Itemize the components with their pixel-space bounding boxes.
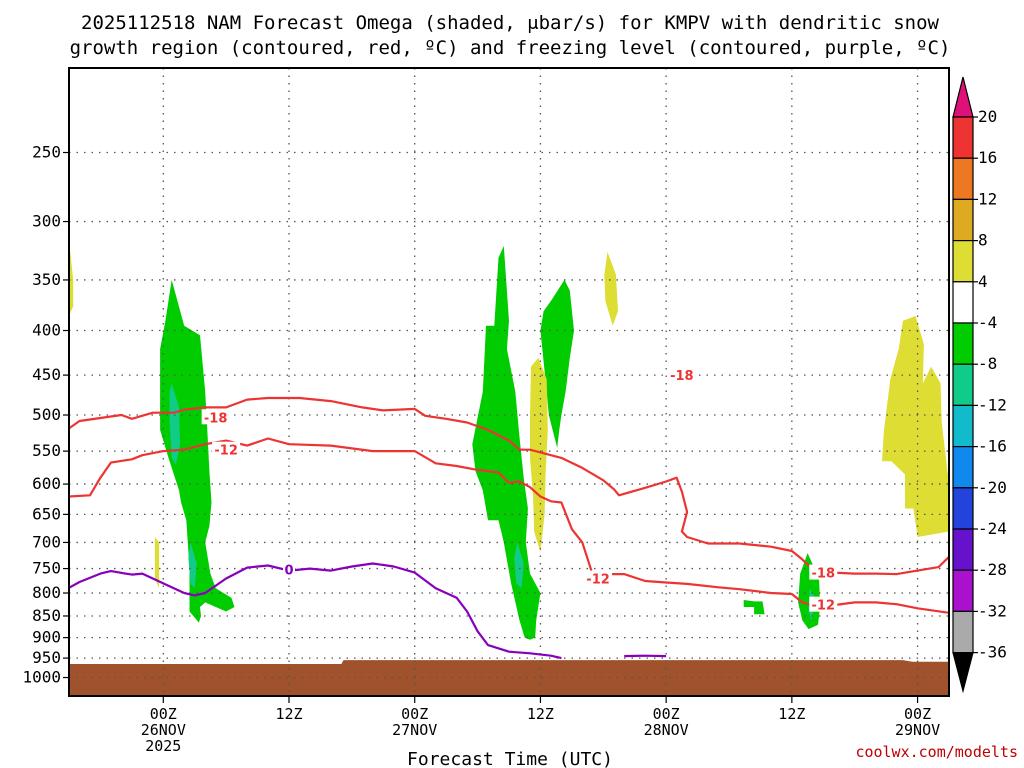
colorbar-bin-14 — [952, 651, 974, 694]
colorbar-bin-2 — [952, 157, 974, 200]
ytick-label-450: 450 — [32, 365, 61, 384]
ytick-label-600: 600 — [32, 474, 61, 493]
contour-label-bg--18C-1 — [667, 367, 696, 383]
colorbar-label-13: -36 — [978, 643, 1007, 662]
colorbar-label-1: 16 — [978, 148, 997, 167]
colorbar: 20 16 12 8 4 -4 -8 -12 -16 -20 -24 -28 -32 -36 — [952, 76, 1007, 694]
omega-region-2 — [540, 279, 574, 448]
xtick-label-0-3: 2025 — [145, 737, 181, 755]
colorbar-label-6: -8 — [978, 354, 997, 373]
contour-label-bg--12C-1 — [584, 570, 613, 586]
colorbar-label-10: -24 — [978, 519, 1007, 538]
omega-region-5 — [169, 383, 180, 465]
colorbar-label-0: 20 — [978, 107, 997, 126]
colorbar-bin-0 — [952, 76, 974, 118]
contour-label-bg--12C-2 — [809, 596, 838, 612]
ytick-label-950: 950 — [32, 648, 61, 667]
plot-frame — [68, 67, 950, 697]
colorbar-label-3: 8 — [978, 231, 988, 250]
ytick-label-350: 350 — [32, 270, 61, 289]
colorbar-label-5: -4 — [978, 313, 997, 332]
omega-region-4 — [743, 600, 765, 615]
colorbar-label-7: -12 — [978, 395, 1007, 414]
contour-label--18C-2: -18 — [812, 567, 836, 582]
pressure-axis: 250 300 350 400 450 500 550 600 650 700 750 800 850 9… — [22, 143, 69, 687]
colorbar-bin-11 — [952, 528, 974, 571]
colorbar-bin-3 — [952, 198, 974, 242]
xtick-label-12-1: 12Z — [275, 705, 302, 723]
xtick-label-72-1: 00Z — [904, 705, 931, 723]
colorbar-label-4: 4 — [978, 272, 988, 291]
xtick-label-48-1: 00Z — [653, 705, 680, 723]
xtick-label-24-2: 27NOV — [392, 721, 437, 739]
contour-label--12C-2: -12 — [812, 599, 836, 614]
omega-region-11 — [530, 357, 548, 553]
omega-region-13 — [882, 316, 949, 537]
ytick-label-750: 750 — [32, 559, 61, 578]
contour-label-bg-0C-0 — [283, 561, 295, 577]
colorbar-bin-7 — [952, 363, 974, 407]
ytick-label-650: 650 — [32, 504, 61, 523]
xtick-label-36-1: 12Z — [527, 705, 554, 723]
colorbar-bin-10 — [952, 487, 974, 530]
ytick-label-400: 400 — [32, 321, 61, 340]
colorbar-label-9: -20 — [978, 478, 1007, 497]
ytick-label-700: 700 — [32, 532, 61, 551]
terrain-ground — [69, 660, 949, 696]
colorbar-label-11: -28 — [978, 560, 1007, 579]
contour-0C — [68, 562, 562, 660]
ytick-label-800: 800 — [32, 583, 61, 602]
colorbar-bin-1 — [952, 116, 974, 159]
chart-title-line1: 2025112518 NAM Forecast Omega (shaded, μ… — [81, 12, 939, 34]
xtick-label-24-1: 00Z — [401, 705, 428, 723]
contour-label--12C-1: -12 — [586, 573, 610, 588]
terrain-layer — [69, 660, 949, 696]
colorbar-bin-8 — [952, 404, 974, 448]
xtick-label-0-1: 00Z — [150, 705, 177, 723]
colorbar-bin-5 — [952, 281, 974, 324]
xtick-label-60-1: 12Z — [778, 705, 805, 723]
colorbar-bin-4 — [952, 240, 974, 283]
omega-region-10 — [154, 537, 160, 589]
colorbar-bin-6 — [952, 322, 974, 365]
ytick-label-900: 900 — [32, 628, 61, 647]
ytick-label-550: 550 — [32, 441, 61, 460]
xtick-label-48-2: 28NOV — [644, 721, 689, 739]
contour--12C — [68, 437, 950, 614]
colorbar-label-2: 12 — [978, 189, 997, 208]
colorbar-label-12: -32 — [978, 601, 1007, 620]
omega-region-7 — [514, 542, 524, 589]
ytick-label-500: 500 — [32, 405, 61, 424]
colorbar-bin-9 — [952, 446, 974, 489]
ytick-label-250: 250 — [32, 143, 61, 162]
ytick-label-300: 300 — [32, 212, 61, 231]
contour-label--18C-1: -18 — [670, 369, 694, 384]
ytick-label-850: 850 — [32, 606, 61, 625]
colorbar-bin-12 — [952, 569, 974, 613]
xtick-label-0-2: 26NOV — [141, 721, 186, 739]
omega-region-12 — [604, 251, 618, 326]
colorbar-label-8: -16 — [978, 437, 1007, 456]
contour-label--12C-0: -12 — [214, 444, 238, 459]
contour--18C — [68, 396, 950, 576]
xtick-label-72-2: 29NOV — [895, 721, 940, 739]
contour-label-0C-0: 0 — [284, 564, 293, 579]
temperature-contours: -18 -18 -18 -12 -12 -12 0 — [68, 367, 950, 660]
omega-region-1 — [472, 246, 541, 640]
ytick-label-1000: 1000 — [22, 668, 61, 687]
credit-text: coolwx.com/modelts — [855, 743, 1018, 761]
chart-title-line2: growth region (contoured, red, ºC) and f… — [70, 37, 951, 59]
contour-label-bg--18C-2 — [809, 564, 838, 580]
omega-region-6 — [188, 542, 197, 589]
x-axis-label: Forecast Time (UTC) — [407, 749, 613, 768]
omega-region-9 — [69, 240, 74, 316]
contour-label--18C-0: -18 — [204, 411, 228, 426]
colorbar-bin-13 — [952, 610, 974, 654]
contour-label-bg--12C-0 — [212, 441, 241, 457]
contour-label-bg--18C-0 — [201, 409, 230, 425]
